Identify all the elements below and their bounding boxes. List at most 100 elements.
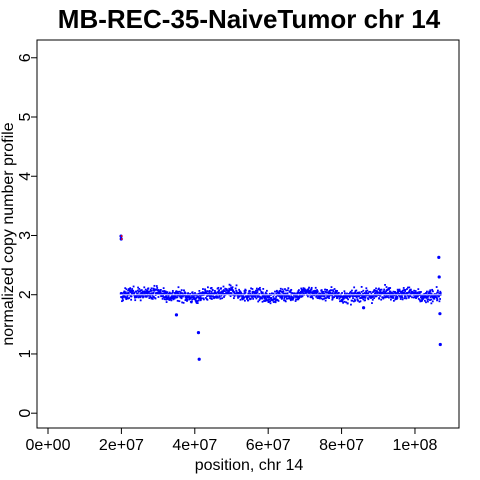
data-point [429,290,432,293]
data-point [416,292,419,294]
data-point [173,297,176,300]
data-point [325,291,328,294]
data-point [211,298,213,300]
data-point [386,296,388,298]
data-point [225,289,228,292]
data-point [420,291,422,293]
data-point [150,296,153,299]
data-point [149,296,152,299]
data-point [167,296,170,299]
data-point [409,289,412,292]
data-point [428,294,430,297]
data-point [289,298,292,301]
data-point [274,301,277,304]
data-point [121,300,123,303]
data-point [287,297,289,300]
data-point [247,299,250,302]
data-point [282,290,285,293]
data-point [387,288,389,291]
data-point [389,298,392,301]
data-point [294,300,297,302]
data-point [291,296,294,299]
data-point [332,289,334,292]
data-point [244,291,247,294]
data-point [135,295,138,298]
data-point [324,288,327,291]
data-point [423,293,426,295]
data-point [197,296,200,298]
data-point [246,296,249,299]
data-point [174,295,177,298]
data-point [189,297,192,299]
data-point [154,288,157,291]
data-point [149,295,152,298]
data-point [259,297,261,300]
data-point [264,295,267,298]
data-point [133,295,136,298]
data-point [331,298,334,301]
data-point [394,291,397,294]
data-point [329,289,331,292]
data-point [327,292,330,295]
outlier-point [438,342,442,347]
data-point [296,292,299,295]
data-point [297,298,300,301]
data-point [145,295,148,298]
data-point [237,296,239,299]
y-tick-label: 5 [17,112,34,121]
data-point [156,287,159,289]
data-point [315,295,318,298]
data-point [138,294,141,297]
data-point [210,286,213,289]
data-point [195,300,198,303]
data-point [334,295,336,297]
data-point [206,295,208,298]
data-point [129,287,132,290]
data-point [300,291,302,294]
data-point [186,296,189,299]
data-point [436,299,438,302]
data-point [344,295,347,298]
data-point [294,292,296,295]
data-point [281,288,284,291]
data-point [175,291,178,294]
data-point [310,296,313,299]
data-point [238,295,241,298]
data-point [172,298,175,301]
data-point [392,290,395,293]
data-point [172,296,175,298]
data-point [407,296,410,299]
data-point [397,289,400,292]
y-axis: 0 1 2 3 4 5 6 [17,53,38,418]
data-point [398,292,401,295]
data-point [270,297,273,299]
data-point [439,298,441,300]
data-point [427,295,429,298]
data-point [326,288,328,291]
data-point [223,296,225,298]
data-point [343,300,346,303]
data-point [263,297,266,300]
data-point [211,289,214,292]
data-point [431,294,434,297]
data-point [346,292,348,295]
data-point [266,299,269,302]
data-point [296,295,299,298]
data-point [407,291,410,294]
data-point [375,295,378,298]
data-point [153,284,156,287]
data-point [341,292,343,294]
data-point [217,296,219,299]
data-point [302,288,305,291]
data-point [362,289,365,292]
data-point [180,289,183,292]
data-point [340,300,343,303]
x-axis-label: position, chr 14 [195,457,304,474]
data-point [360,296,362,299]
data-point [290,288,293,291]
data-point [200,294,203,297]
data-point [228,283,231,286]
data-points [119,234,442,361]
y-axis-label: normalized copy number profile [0,122,17,345]
data-point [194,299,197,302]
